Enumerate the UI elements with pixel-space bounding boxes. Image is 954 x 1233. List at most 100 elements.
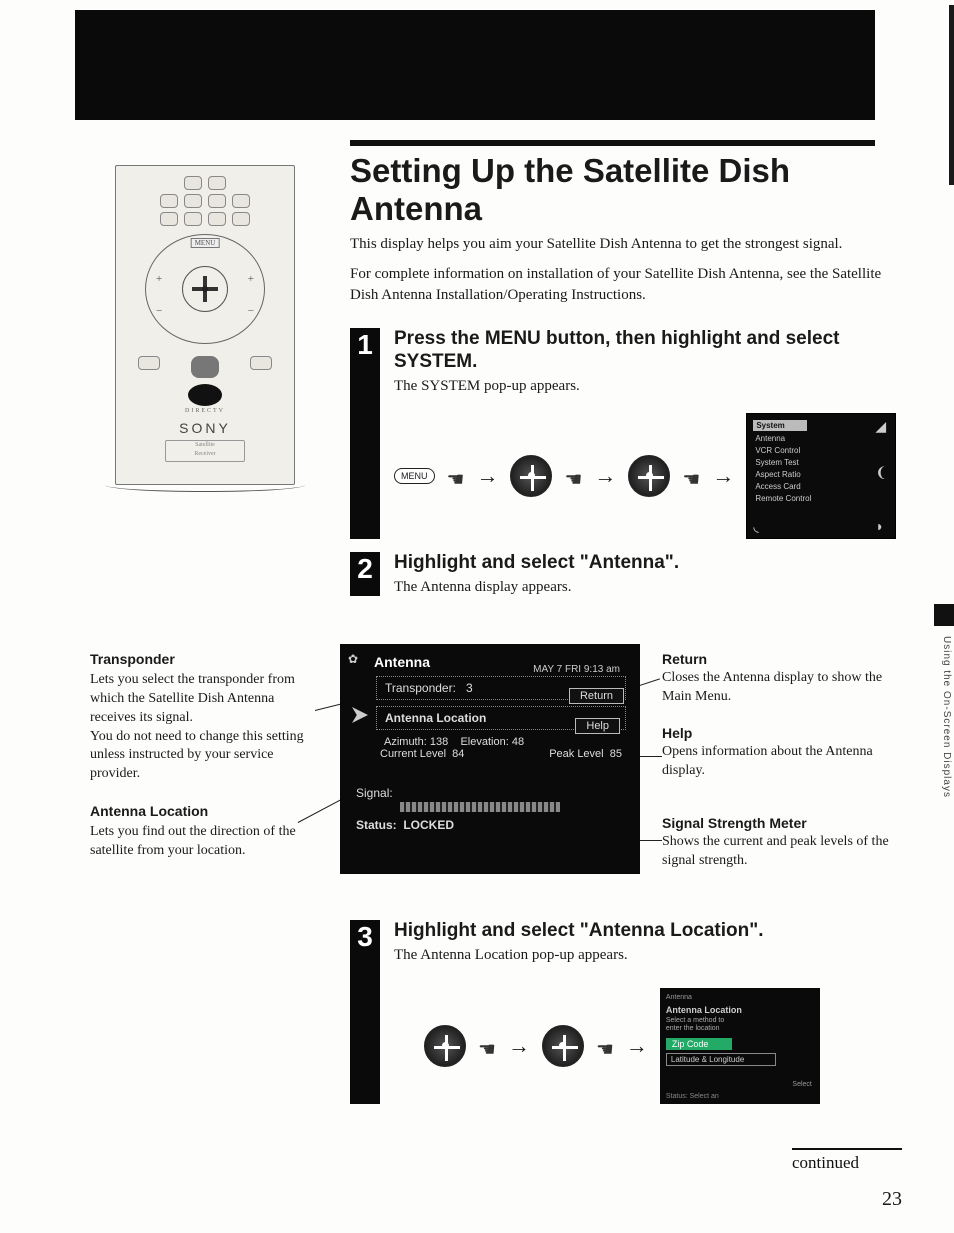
title-rule — [350, 140, 875, 146]
step-1: 1 Press the MENU button, then highlight … — [350, 328, 890, 539]
current-level-label: Current Level — [380, 748, 446, 760]
elevation-value: 48 — [512, 736, 524, 748]
step-1-number: 1 — [350, 328, 380, 362]
return-annotation: Return Closes the Antenna display to sho… — [662, 650, 892, 707]
help-annotation: Help Opens information about the Antenna… — [662, 724, 892, 781]
hand-icon: ☚ — [447, 467, 465, 492]
remote-menu-label: MENU — [191, 238, 220, 248]
arrow-icon: → — [476, 463, 498, 489]
loc-popup-zip: Zip Code — [666, 1038, 732, 1050]
system-popup-item: Antenna — [755, 434, 887, 443]
dpad-navigate-icon — [424, 1025, 466, 1067]
signal-label: Signal: — [356, 786, 393, 800]
remote-foot-label: SatelliteReceiver — [165, 440, 245, 462]
system-popup-item: VCR Control — [755, 446, 887, 455]
dpad-navigate-icon — [510, 455, 552, 497]
step-1-figure: MENU ☚ → ☚ → ☚ → System Antenna VCR Cont… — [394, 413, 896, 539]
signal-bar — [400, 802, 560, 812]
step-1-heading: Press the MENU button, then highlight an… — [394, 328, 896, 374]
left-annotations: Transponder Lets you select the transpon… — [90, 650, 315, 879]
sig-annot-h: Signal Strength Meter — [662, 814, 892, 833]
antenna-display-screen: ✿ Antenna MAY 7 FRI 9:13 am Transponder:… — [340, 644, 640, 874]
antenna-location-body: Lets you find out the direction of the s… — [90, 823, 315, 861]
loc-popup-bottom: Status: Select an — [666, 1093, 719, 1100]
status-label: Status: — [356, 818, 397, 832]
arrow-icon: → — [508, 1033, 530, 1059]
system-popup-item: Remote Control — [755, 494, 887, 503]
antenna-location-popup: Antenna Antenna Location Select a method… — [660, 988, 820, 1104]
peak-level-value: 85 — [610, 748, 622, 760]
continued-label: continued — [792, 1148, 902, 1173]
help-annot-h: Help — [662, 724, 892, 743]
system-popup-item: Aspect Ratio — [755, 470, 887, 479]
hand-icon: ☚ — [564, 467, 582, 492]
return-annot-b: Closes the Antenna display to show the M… — [662, 669, 892, 707]
page-edge-mark — [949, 5, 954, 185]
transponder-body: Lets you select the transponder from whi… — [90, 671, 315, 784]
leaf-icon: ✿ — [348, 652, 364, 668]
arrow-icon: → — [626, 1033, 648, 1059]
arrow-icon: → — [712, 463, 734, 489]
step-2-body: The Antenna display appears. — [394, 579, 890, 596]
step-3-number: 3 — [350, 920, 380, 954]
dpad-select-icon — [628, 455, 670, 497]
sig-annot-b: Shows the current and peak levels of the… — [662, 833, 892, 871]
current-level-value: 84 — [452, 748, 464, 760]
peak-level-label: Peak Level — [549, 748, 603, 760]
transponder-heading: Transponder — [90, 650, 315, 669]
loc-popup-select: Select — [792, 1081, 811, 1088]
step-3: 3 Highlight and select "Antenna Location… — [350, 920, 890, 1104]
top-black-bar — [75, 10, 875, 120]
hand-icon: ☚ — [682, 467, 700, 492]
intro-p2: For complete information on installation… — [350, 264, 890, 305]
system-popup-item: Access Card — [755, 482, 887, 491]
corner-icon: ◟ — [753, 518, 767, 532]
step-3-figure: ☚ → ☚ → Antenna Antenna Location Select … — [424, 988, 890, 1104]
azimuth-label: Azimuth: — [384, 736, 427, 748]
side-section-label: Using the On-Screen Displays — [936, 636, 952, 846]
remote-sublabel: DIRECTV — [185, 408, 225, 414]
page-title: Setting Up the Satellite Dish Antenna — [350, 152, 890, 228]
step-3-heading: Highlight and select "Antenna Location". — [394, 920, 890, 943]
remote-brand: SONY — [179, 420, 231, 436]
azimuth-elevation-row: Azimuth: 138 Elevation: 48 — [384, 736, 626, 748]
system-popup-header: System — [753, 420, 807, 431]
dpad-select-icon — [542, 1025, 584, 1067]
azimuth-value: 138 — [430, 736, 448, 748]
system-popup-item: System Test — [755, 458, 887, 467]
corner-icon: ◗ — [875, 518, 889, 532]
hand-icon: ☚ — [596, 1037, 614, 1062]
status-value: LOCKED — [403, 818, 454, 832]
help-annot-b: Opens information about the Antenna disp… — [662, 743, 892, 781]
remote-base-curve — [105, 478, 305, 492]
intro-block: This display helps you aim your Satellit… — [350, 234, 890, 315]
return-button: Return — [569, 688, 624, 704]
remote-illustration: MENU ++ −− DIRECTV SONY SatelliteReceive… — [115, 165, 295, 485]
step-1-body: The SYSTEM pop-up appears. — [394, 378, 896, 395]
status-row: Status: LOCKED — [356, 818, 628, 832]
loc-popup-latlon: Latitude & Longitude — [666, 1053, 776, 1066]
page-number: 23 — [882, 1188, 902, 1211]
system-popup: System Antenna VCR Control System Test A… — [746, 413, 896, 539]
return-annot-h: Return — [662, 650, 892, 669]
antenna-location-heading: Antenna Location — [90, 802, 315, 821]
intro-p1: This display helps you aim your Satellit… — [350, 234, 890, 254]
signal-annotation: Signal Strength Meter Shows the current … — [662, 814, 892, 871]
levels-row: Current Level 84 Peak Level 85 — [380, 748, 622, 760]
step-3-body: The Antenna Location pop-up appears. — [394, 947, 890, 964]
cursor-arrow-icon — [352, 707, 368, 723]
help-button: Help — [575, 718, 620, 734]
step-2: 2 Highlight and select "Antenna". The An… — [350, 552, 890, 596]
step-2-heading: Highlight and select "Antenna". — [394, 552, 890, 575]
corner-icon: ❨ — [875, 464, 889, 478]
transponder-value: 3 — [466, 681, 473, 695]
signal-row: Signal: — [356, 786, 628, 800]
corner-icon: ◢ — [875, 418, 889, 432]
directv-logo-icon — [188, 384, 222, 406]
side-tab — [934, 604, 954, 626]
remote-dial: MENU ++ −− — [145, 234, 265, 344]
hand-icon: ☚ — [478, 1037, 496, 1062]
antenna-date: MAY 7 FRI 9:13 am — [533, 664, 620, 675]
loc-popup-sub: Select a method toenter the location — [666, 1017, 814, 1034]
antenna-location-label: Antenna Location — [385, 711, 486, 725]
